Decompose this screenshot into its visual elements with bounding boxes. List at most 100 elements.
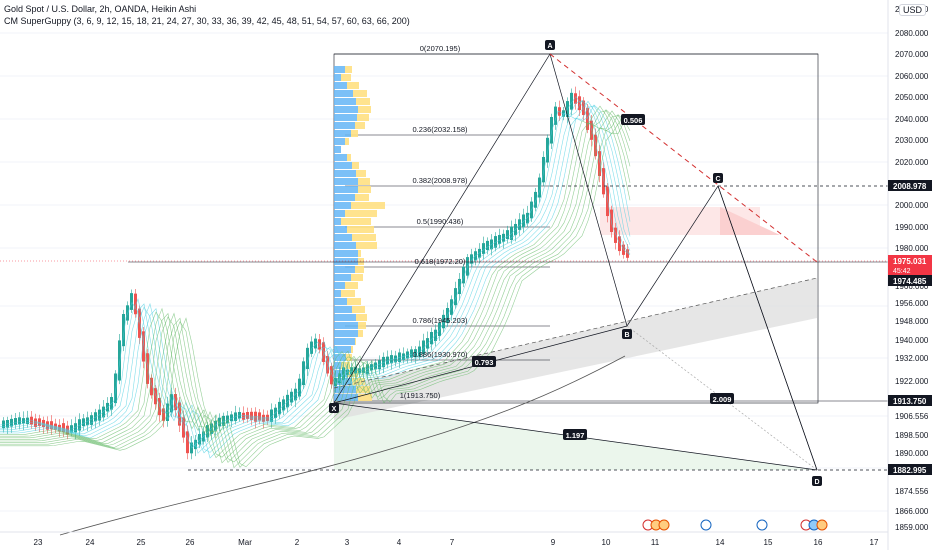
vp-sell [358, 106, 371, 113]
time-tick: 24 [86, 538, 95, 547]
fib-label: 0(2070.195) [420, 44, 461, 53]
candle-body [482, 243, 485, 254]
candle-body [366, 364, 369, 375]
guppy-line [0, 104, 631, 459]
vp-buy [334, 362, 341, 369]
candle-body [162, 408, 165, 421]
vp-sell [356, 314, 367, 321]
price-tick: 2060.000 [895, 72, 929, 81]
candle-body [298, 378, 301, 397]
vp-sell [355, 266, 364, 273]
time-axis[interactable]: 23 24 25 26 Mar 2 3 4 7 9 10 11 14 15 16 17 [34, 538, 879, 547]
candle-body [562, 110, 565, 117]
candle-body [142, 331, 145, 362]
price-tick: 1948.000 [895, 317, 929, 326]
price-badge-label: 1913.750 [893, 397, 927, 406]
candle-body [418, 346, 421, 357]
vp-buy [334, 242, 356, 249]
price-badge-label: 1974.485 [893, 277, 927, 286]
candle-body [618, 236, 621, 252]
vp-sell [341, 362, 350, 369]
time-tick: 25 [137, 538, 146, 547]
guppy-line [0, 120, 631, 468]
candle-body [570, 92, 573, 110]
ratio-label: 0.506 [624, 116, 643, 125]
guppy-line [0, 109, 631, 464]
vp-buy [334, 314, 356, 321]
indicator-legend[interactable]: CM SuperGuppy (3, 6, 9, 12, 15, 18, 21, … [4, 16, 410, 26]
vp-buy [334, 226, 347, 233]
time-tick: 15 [764, 538, 773, 547]
price-tick: 2050.000 [895, 93, 929, 102]
candle-body [402, 353, 405, 361]
candle-body [158, 398, 161, 416]
candle-body [322, 342, 325, 362]
pattern-point [622, 329, 632, 339]
ratio-badge [472, 356, 496, 367]
candle-body [34, 418, 37, 427]
price-badge [888, 464, 932, 475]
vp-sell [345, 210, 377, 217]
candle-body [206, 425, 209, 438]
price-tick: 2000.000 [895, 201, 929, 210]
candle-body [558, 107, 561, 116]
vp-sell [356, 242, 377, 249]
candle-body [118, 340, 121, 381]
candle-body [442, 314, 445, 329]
pink-zone-tri [720, 207, 780, 235]
ratio-badge [563, 429, 587, 440]
price-tick: 1890.000 [895, 449, 929, 458]
candle-body [230, 414, 233, 422]
candle-body [246, 411, 249, 419]
candle-body [14, 418, 17, 425]
price-tick: 1922.000 [895, 377, 929, 386]
pattern-point [329, 403, 339, 413]
vp-sell [355, 194, 369, 201]
vp-sell [347, 226, 374, 233]
currency-button[interactable]: USD [898, 4, 926, 16]
price-badge [888, 275, 932, 286]
vp-sell [351, 346, 353, 353]
candle-body [154, 388, 157, 405]
vp-sell [358, 258, 364, 265]
vp-buy [334, 282, 345, 289]
candle-body [30, 416, 33, 425]
fib-label: 0.786(1945.203) [412, 316, 468, 325]
vp-buy [334, 202, 351, 209]
candle-body [278, 401, 281, 415]
price-tick: 1906.556 [895, 412, 929, 421]
candle-body [74, 423, 77, 433]
ratio-badge [710, 393, 734, 404]
event-icons[interactable] [642, 519, 828, 531]
candle-body [114, 373, 117, 404]
fib-label: 0.618(1972.20) [415, 257, 466, 266]
fib-label: 0.236(2032.158) [412, 125, 468, 134]
price-axis[interactable]: 2090.0002080.0002070.0002060.0002050.000… [888, 5, 932, 532]
vp-buy [334, 338, 355, 345]
time-tick: 17 [870, 538, 879, 547]
candle-body [390, 355, 393, 364]
candle-body [602, 168, 605, 195]
price-tick: 1980.000 [895, 244, 929, 253]
symbol-legend[interactable]: Gold Spot / U.S. Dollar, 2h, OANDA, Heik… [4, 4, 197, 14]
vp-buy [334, 122, 355, 129]
candle-body [270, 409, 273, 422]
vp-buy [334, 90, 353, 97]
price-badge-label: 1975.031 [893, 257, 927, 266]
price-badge-label: 1882.995 [893, 466, 927, 475]
vp-sell [358, 330, 363, 337]
guppy-line [0, 100, 631, 454]
vp-sell [347, 82, 359, 89]
vp-buy [334, 298, 347, 305]
vp-buy [334, 218, 341, 225]
price-badge-sub: 45:42 [893, 268, 911, 275]
guppy-line [0, 115, 631, 468]
vp-buy [334, 210, 345, 217]
candle-body [594, 134, 597, 157]
time-tick: 10 [602, 538, 611, 547]
volume-profile [334, 66, 385, 401]
vp-buy [334, 114, 357, 121]
candle-body [10, 418, 13, 427]
ratio-label: 2.009 [713, 395, 732, 404]
